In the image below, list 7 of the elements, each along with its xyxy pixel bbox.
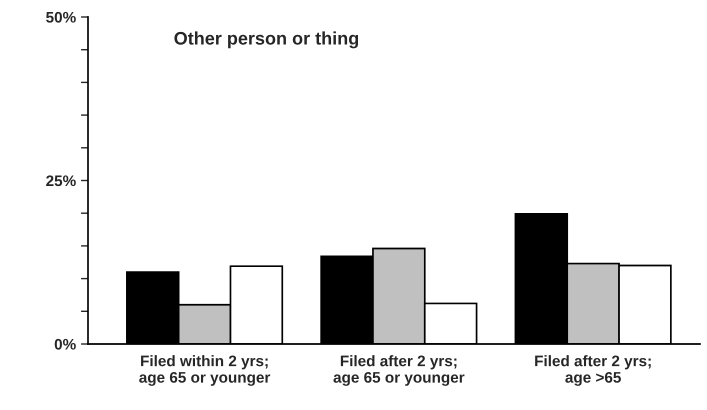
x-tick-label: Filed after 2 yrs; age 65 or younger [334, 355, 464, 386]
y-tick-label: 25% [46, 175, 76, 186]
y-tick-label: 0% [54, 338, 76, 350]
text: Other person or thing [174, 31, 358, 48]
x-tick-label: Filed within 2 yrs; age 65 or younger [139, 355, 270, 386]
x-tick-label: Filed after 2 yrs; age >65 [535, 355, 651, 386]
y-tick-label: 50% [46, 12, 76, 23]
